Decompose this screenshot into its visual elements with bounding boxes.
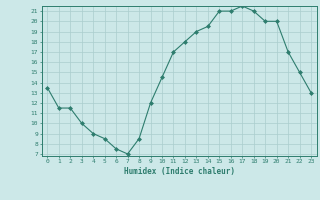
X-axis label: Humidex (Indice chaleur): Humidex (Indice chaleur) [124, 167, 235, 176]
